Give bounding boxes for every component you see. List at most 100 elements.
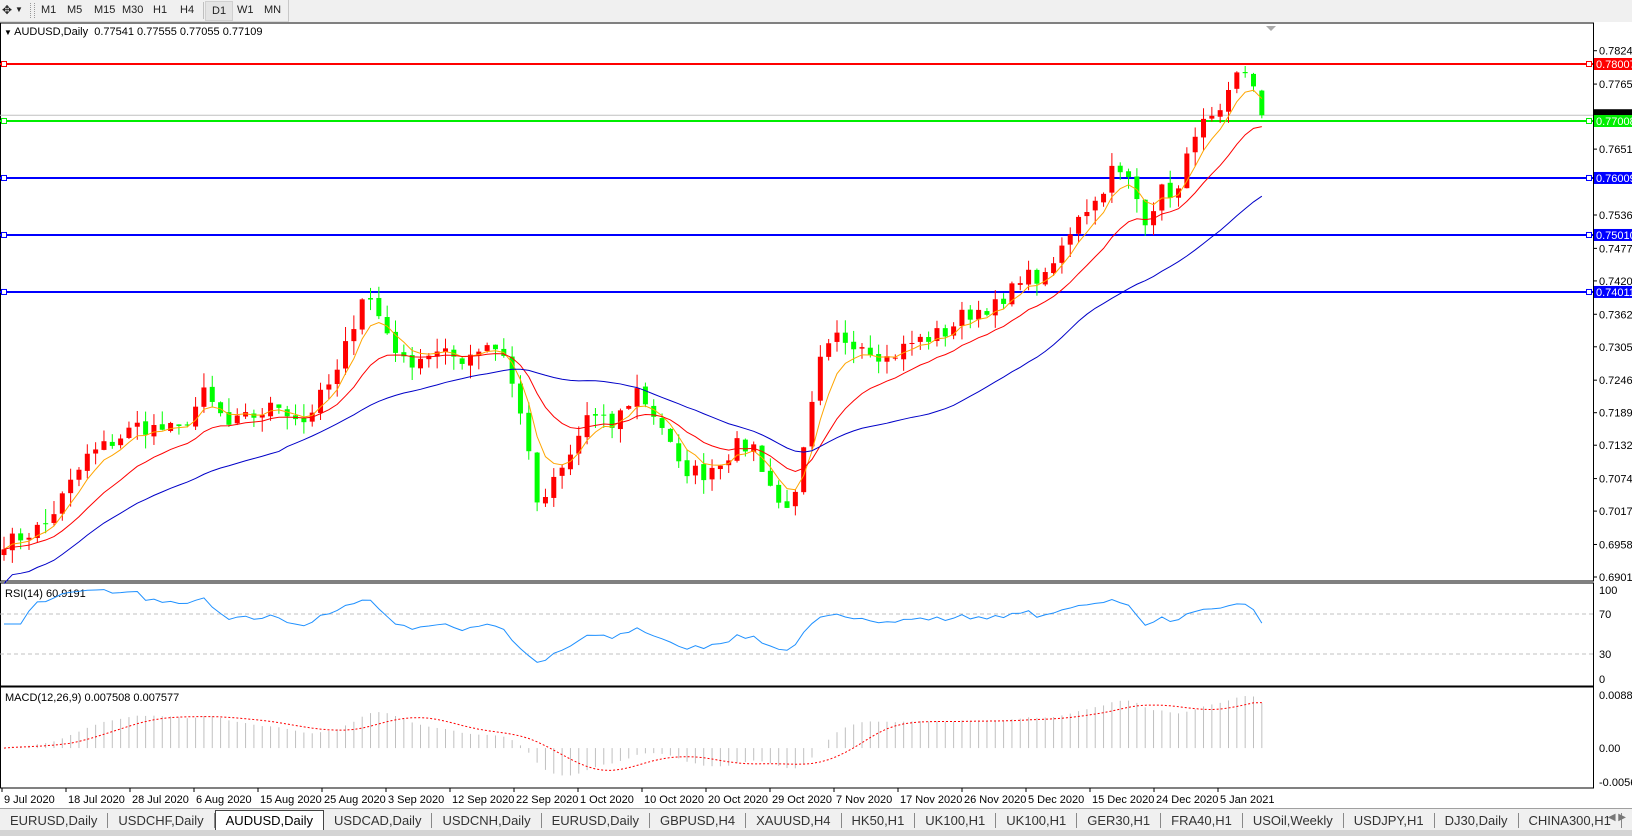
candle-body	[867, 347, 873, 356]
candle	[259, 407, 265, 432]
candle-body	[401, 352, 407, 357]
candle	[942, 324, 948, 347]
chart-tab[interactable]: FRA40,H1	[1161, 812, 1243, 828]
chart-tab[interactable]: XAUUSD,H4	[746, 812, 842, 828]
candle	[151, 414, 157, 445]
rsi-tick-label: 70	[1599, 609, 1611, 621]
cursor-crosshair-icon[interactable]: ✥	[2, 3, 13, 17]
candle	[1251, 72, 1256, 92]
timeframe-h4[interactable]: H4	[180, 4, 195, 16]
timeframe-w1[interactable]: W1	[237, 4, 254, 16]
line-anchor-handle	[1, 174, 7, 181]
line-anchor-handle	[1586, 231, 1592, 238]
candle-body	[101, 441, 107, 450]
candle	[76, 467, 82, 487]
timeframe-mn[interactable]: MN	[264, 4, 282, 16]
candle-body	[1, 549, 7, 556]
timeframe-m5[interactable]: M5	[67, 4, 83, 16]
dropdown-arrow-icon[interactable]: ▼	[15, 5, 23, 14]
chart-tab[interactable]: CHINA300,H1	[1519, 812, 1622, 828]
toolbar-grip[interactable]	[30, 3, 35, 18]
chart-tab[interactable]: AUDUSD,Daily	[214, 810, 325, 830]
chart-tab[interactable]: USOil,Weekly	[1243, 812, 1344, 828]
candle	[576, 426, 582, 466]
tab-scroll-arrows-icon[interactable]: ◀ ▶	[1607, 812, 1626, 823]
candle	[1142, 199, 1148, 236]
line-price-label: 0.77008	[1596, 116, 1632, 128]
timeframe-d1[interactable]: D1	[205, 1, 234, 21]
timeframe-m30[interactable]: M30	[122, 4, 144, 16]
chart-tab[interactable]: GER30,H1	[1077, 812, 1162, 828]
candle-body	[767, 470, 773, 486]
line-anchor-handle	[1586, 60, 1592, 67]
candle-body	[726, 460, 732, 466]
candle	[926, 331, 932, 350]
candle-body	[701, 464, 707, 481]
chart-tab[interactable]: USDJPY,H1	[1344, 812, 1435, 828]
chart-tab[interactable]: USDCNH,Daily	[432, 812, 542, 828]
candle-body	[1059, 245, 1065, 263]
candle-body	[1242, 72, 1248, 74]
candle-body	[442, 348, 448, 353]
candle	[1067, 227, 1073, 257]
candle-body	[1192, 136, 1198, 153]
time-tick-label: 15 Dec 2020	[1092, 794, 1154, 806]
candle-body	[168, 422, 174, 431]
candle-body	[1234, 72, 1240, 89]
candle	[484, 342, 490, 353]
candle-body	[517, 383, 523, 414]
timeframe-m1[interactable]: M1	[41, 4, 57, 16]
chart-tab[interactable]: UK100,H1	[996, 812, 1078, 828]
chart-tab[interactable]: USDCHF,Daily	[108, 812, 215, 828]
chart-tab[interactable]: USDCAD,Daily	[324, 812, 433, 828]
candle	[201, 373, 207, 413]
candle	[509, 346, 515, 398]
line-anchor-handle	[1586, 117, 1592, 124]
candle-body	[1209, 115, 1215, 119]
candle-body	[318, 389, 324, 413]
candle	[801, 446, 807, 495]
candle	[1092, 196, 1098, 225]
candle	[834, 320, 840, 352]
candle	[1201, 108, 1207, 151]
chart-tab[interactable]: HK50,H1	[842, 812, 916, 828]
candle-body	[368, 298, 374, 300]
candle-body	[9, 533, 15, 551]
chart-tab[interactable]: DJ30,Daily	[1435, 812, 1519, 828]
candle	[268, 396, 274, 421]
chart-shift-marker-icon	[1266, 26, 1276, 31]
chart-tab[interactable]: GBPUSD,H4	[650, 812, 747, 828]
candle	[776, 480, 782, 509]
timeframe-m15[interactable]: M15	[94, 4, 116, 16]
candle-body	[1134, 176, 1140, 200]
ma-slow-line	[3, 195, 1263, 584]
chart-tab[interactable]: EURUSD,Daily	[542, 812, 650, 828]
candle	[159, 411, 165, 431]
chart-tab[interactable]: EURUSD,Daily	[0, 812, 109, 828]
candle	[1009, 281, 1015, 307]
chart-tab[interactable]: UK100,H1	[915, 812, 997, 828]
candle-body	[792, 491, 798, 507]
candle-body	[276, 404, 282, 408]
candle-body	[418, 358, 423, 369]
candle	[701, 453, 707, 494]
line-price-label: 0.76009	[1596, 173, 1632, 185]
candle	[1076, 215, 1082, 243]
macd-tick-label: -0.00565	[1599, 777, 1632, 789]
candle-body	[901, 343, 907, 360]
candle-body	[542, 496, 548, 504]
candle	[684, 449, 690, 484]
candle-body	[992, 299, 998, 316]
line-anchor-handle	[1, 117, 7, 124]
collapse-triangle-icon[interactable]: ▼	[4, 28, 15, 37]
candle	[951, 322, 957, 340]
candle	[409, 347, 415, 380]
candle-body	[934, 328, 940, 342]
timeframe-h1[interactable]: H1	[153, 4, 168, 16]
price-tick-label: 0.74205	[1599, 276, 1632, 288]
candle	[59, 491, 65, 521]
